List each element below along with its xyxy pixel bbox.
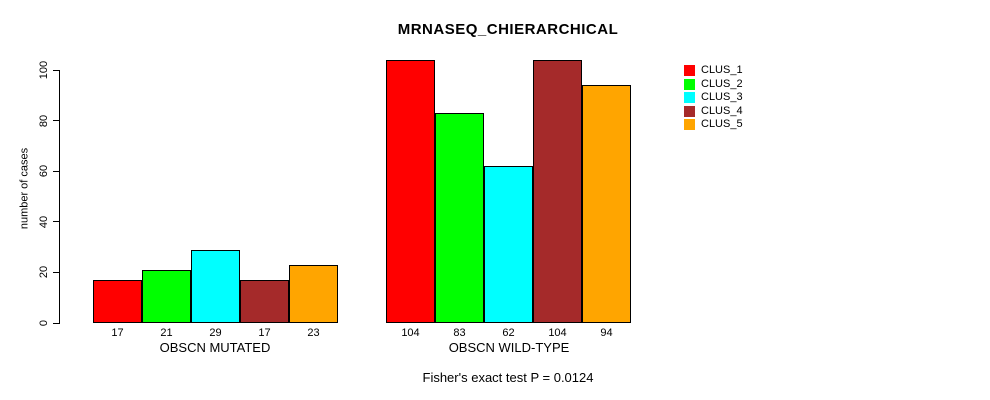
- bar-value-label: 94: [600, 327, 613, 339]
- legend-item-clus_3: CLUS_3: [684, 91, 743, 105]
- legend-swatch: [684, 119, 695, 131]
- y-axis-line: [59, 70, 60, 324]
- legend-item-clus_5: CLUS_5: [684, 118, 743, 132]
- y-tick-label: 0: [38, 319, 50, 327]
- legend-item-clus_2: CLUS_2: [684, 78, 743, 92]
- y-tick: [53, 69, 60, 71]
- bar-clus_3: [191, 249, 240, 323]
- bar-value-label: 29: [209, 327, 222, 339]
- legend-item-clus_1: CLUS_1: [684, 64, 743, 78]
- x-group-label-mutated: OBSCN MUTATED: [159, 340, 271, 355]
- legend-swatch: [684, 78, 695, 90]
- legend-label: CLUS_5: [701, 118, 743, 131]
- legend-swatch: [684, 65, 695, 77]
- y-tick: [53, 120, 60, 122]
- legend-label: CLUS_3: [701, 91, 743, 104]
- legend-item-clus_4: CLUS_4: [684, 105, 743, 119]
- bar-clus_2: [142, 269, 191, 323]
- y-tick-label: 100: [38, 60, 50, 80]
- bar-value-label: 83: [453, 327, 466, 339]
- legend-label: CLUS_4: [701, 104, 743, 117]
- legend-label: CLUS_2: [701, 77, 743, 90]
- y-tick: [53, 221, 60, 223]
- y-tick-label: 20: [38, 266, 50, 279]
- bar-value-label: 23: [307, 327, 320, 339]
- bar-value-label: 62: [502, 327, 515, 339]
- y-tick: [53, 170, 60, 172]
- bar-clus_2: [435, 113, 484, 323]
- bar-clus_1: [386, 59, 435, 323]
- legend-swatch: [684, 105, 695, 117]
- bar-clus_3: [484, 166, 533, 323]
- bar-value-label: 17: [258, 327, 271, 339]
- y-tick: [53, 322, 60, 324]
- bar-clus_4: [533, 59, 582, 323]
- x-group-label-wildtype: OBSCN WILD-TYPE: [448, 340, 570, 355]
- bar-value-label: 17: [111, 327, 124, 339]
- legend: CLUS_1 CLUS_2 CLUS_3 CLUS_4 CLUS_5: [684, 64, 743, 132]
- bar-clus_5: [582, 85, 631, 323]
- bar-clus_5: [289, 264, 338, 323]
- y-axis-label: number of cases: [18, 147, 31, 230]
- bar-clus_4: [240, 279, 289, 323]
- bar-clus_1: [93, 279, 142, 323]
- legend-label: CLUS_1: [701, 64, 743, 77]
- y-tick: [53, 271, 60, 273]
- chart-title: MRNASEQ_CHIERARCHICAL: [397, 21, 619, 38]
- footnote: Fisher's exact test P = 0.0124: [422, 370, 594, 385]
- y-tick-label: 60: [38, 165, 50, 178]
- legend-swatch: [684, 92, 695, 104]
- bar-value-label: 104: [548, 327, 567, 339]
- y-tick-label: 80: [38, 114, 50, 127]
- bar-value-label: 104: [401, 327, 420, 339]
- bar-value-label: 21: [160, 327, 173, 339]
- y-tick-label: 40: [38, 215, 50, 228]
